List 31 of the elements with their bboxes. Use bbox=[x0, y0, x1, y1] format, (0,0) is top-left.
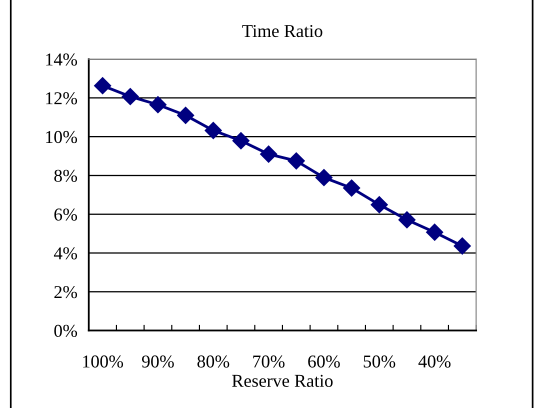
x-axis-title: Reserve Ratio bbox=[232, 374, 333, 387]
point bbox=[426, 224, 444, 241]
point bbox=[204, 122, 222, 140]
point bbox=[260, 146, 278, 163]
y-tick-label: 12% bbox=[46, 92, 78, 104]
y-tick-label: 10% bbox=[46, 130, 78, 144]
x-tick-label: 90% bbox=[142, 355, 174, 368]
y-tick-label: 4% bbox=[54, 247, 78, 260]
point bbox=[288, 152, 305, 170]
point bbox=[315, 169, 333, 186]
x-tick-label: 100% bbox=[83, 355, 124, 368]
x-tick-label: 50% bbox=[364, 355, 396, 368]
y-tick-label: 6% bbox=[54, 208, 78, 221]
point bbox=[398, 211, 416, 228]
point bbox=[149, 96, 166, 114]
point bbox=[94, 77, 112, 94]
y-tick-label: 8% bbox=[54, 170, 78, 182]
point bbox=[232, 132, 250, 150]
point bbox=[370, 196, 388, 214]
y-tick-label: 2% bbox=[54, 286, 78, 298]
y-tick-label: 14% bbox=[46, 53, 78, 66]
point bbox=[122, 88, 139, 106]
point bbox=[343, 179, 360, 197]
x-tick-label: 80% bbox=[197, 355, 230, 368]
x-tick-label: 70% bbox=[253, 355, 285, 368]
point bbox=[177, 106, 194, 124]
chart-title: Time Ratio bbox=[242, 24, 322, 38]
point bbox=[454, 237, 471, 255]
x-tick-label: 60% bbox=[308, 355, 340, 368]
x-tick-label: 40% bbox=[418, 355, 451, 368]
y-tick-label: 0% bbox=[54, 324, 78, 337]
